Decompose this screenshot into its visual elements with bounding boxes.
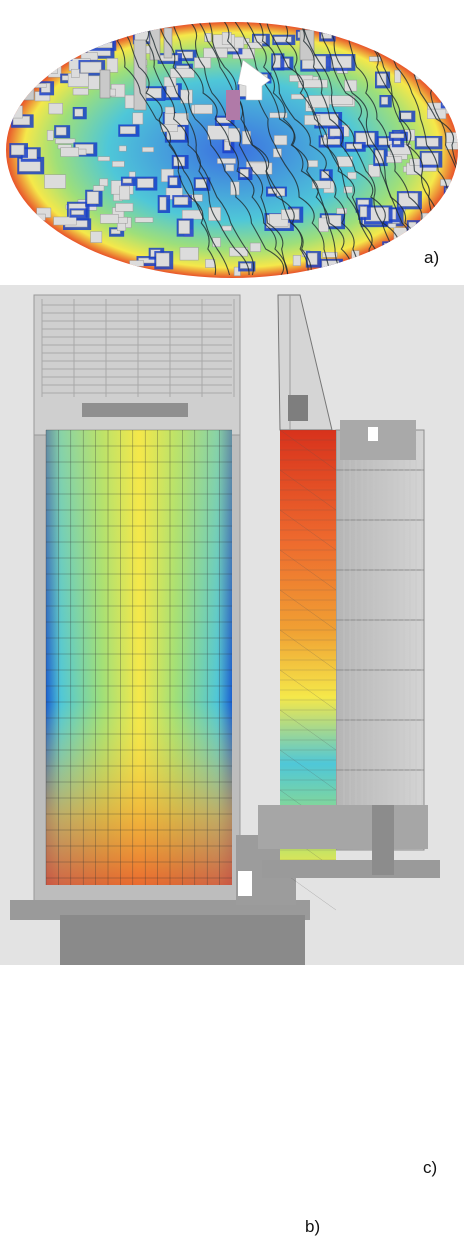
building-b-crown bbox=[41, 299, 235, 397]
panel-b-label: b) bbox=[305, 1217, 321, 1236]
facade-b-grid bbox=[45, 429, 232, 885]
panel-bc-facades: b) c) bbox=[0, 285, 464, 1236]
highlighted-building bbox=[226, 90, 240, 120]
city-flow-figure bbox=[6, 22, 458, 278]
building-b bbox=[10, 294, 310, 965]
facade-c-contour bbox=[280, 430, 336, 875]
building-c bbox=[258, 294, 440, 911]
facade-figure bbox=[10, 294, 440, 965]
panel-a-label: a) bbox=[424, 248, 440, 267]
building-c-floors bbox=[336, 460, 424, 805]
wind-direction-arrow-icon bbox=[237, 59, 271, 101]
panel-a-city-flow: a) bbox=[0, 0, 464, 278]
panel-c-label: c) bbox=[423, 1158, 438, 1177]
